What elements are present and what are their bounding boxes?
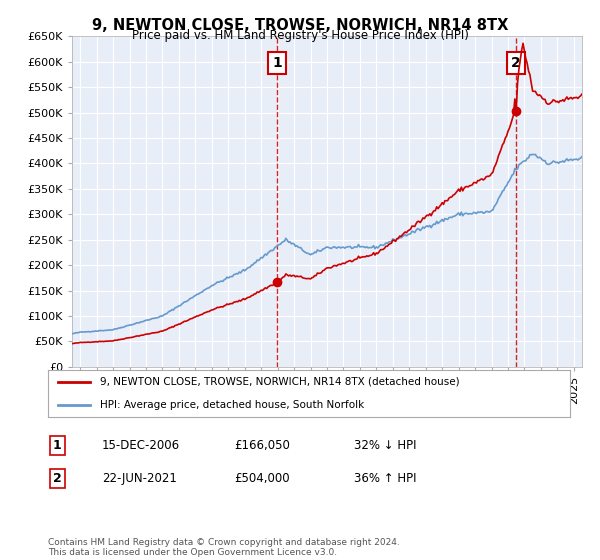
Text: HPI: Average price, detached house, South Norfolk: HPI: Average price, detached house, Sout… [100,400,364,410]
Text: 2: 2 [53,472,61,486]
Text: 1: 1 [53,438,61,452]
Text: 32% ↓ HPI: 32% ↓ HPI [354,438,416,452]
Text: 9, NEWTON CLOSE, TROWSE, NORWICH, NR14 8TX (detached house): 9, NEWTON CLOSE, TROWSE, NORWICH, NR14 8… [100,376,460,386]
Text: 1: 1 [272,56,282,70]
Text: 22-JUN-2021: 22-JUN-2021 [102,472,177,486]
Text: £504,000: £504,000 [234,472,290,486]
Text: 9, NEWTON CLOSE, TROWSE, NORWICH, NR14 8TX: 9, NEWTON CLOSE, TROWSE, NORWICH, NR14 8… [92,18,508,33]
Text: £166,050: £166,050 [234,438,290,452]
Text: Contains HM Land Registry data © Crown copyright and database right 2024.
This d: Contains HM Land Registry data © Crown c… [48,538,400,557]
Text: 2: 2 [511,56,521,70]
Text: 36% ↑ HPI: 36% ↑ HPI [354,472,416,486]
Text: 15-DEC-2006: 15-DEC-2006 [102,438,180,452]
Text: Price paid vs. HM Land Registry's House Price Index (HPI): Price paid vs. HM Land Registry's House … [131,29,469,42]
